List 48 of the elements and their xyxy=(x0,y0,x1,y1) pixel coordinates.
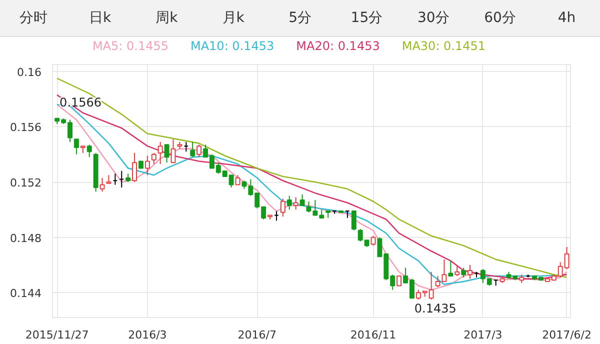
candlestick xyxy=(151,152,156,165)
candlestick xyxy=(448,260,454,277)
text: MA10: 0.1453 xyxy=(190,38,274,55)
candlestick xyxy=(132,152,138,183)
text: 15分 xyxy=(350,9,384,28)
candlestick xyxy=(100,177,105,192)
text: 周k xyxy=(154,9,179,28)
text: 30分 xyxy=(416,9,450,28)
annotation: 0.1566 xyxy=(60,95,102,110)
y-tick-label: 0.152 xyxy=(10,176,42,190)
text: 日k xyxy=(88,9,112,28)
text: MA20: 0.1453 xyxy=(296,38,380,55)
x-tick-label: 2016/7 xyxy=(238,328,276,342)
candlestick xyxy=(351,210,356,231)
text: MA5: 0.1455 xyxy=(92,38,168,55)
candlestick xyxy=(196,144,202,158)
text: 4h xyxy=(556,9,577,28)
annotation: 0.1435 xyxy=(414,302,456,316)
text: 60分 xyxy=(483,9,517,28)
candlestick xyxy=(454,266,460,277)
candlestick xyxy=(286,195,292,210)
candlestick xyxy=(74,138,79,155)
x-tick-label: 2017/3 xyxy=(464,328,502,342)
y-tick-label: 0.144 xyxy=(10,287,42,300)
candlestick xyxy=(164,144,170,164)
candlestick xyxy=(461,267,466,278)
candlestick xyxy=(293,196,298,210)
candlestick xyxy=(158,141,163,165)
candlestick xyxy=(235,174,240,186)
x-tick-label: 2016/3 xyxy=(128,328,167,342)
candlestick xyxy=(190,141,196,158)
y-tick-label: 0.148 xyxy=(10,232,42,245)
x-tick-label: 2015/11/27 xyxy=(25,328,89,342)
x-tick-label: 2016/11 xyxy=(350,328,396,342)
text: MA30: 0.1451 xyxy=(402,38,486,55)
y-tick-label: 0.156 xyxy=(10,121,42,134)
candlestick xyxy=(86,144,92,158)
candlestick xyxy=(280,198,286,218)
y-tick-label: 0.16 xyxy=(17,66,42,79)
text: 月k xyxy=(221,9,246,28)
candlestick xyxy=(396,276,402,286)
candlestick xyxy=(144,155,150,176)
candlestick xyxy=(468,264,473,280)
text: 5分 xyxy=(288,9,312,28)
candlestick xyxy=(170,138,176,164)
candlestick xyxy=(300,194,305,206)
text: 分时 xyxy=(18,9,48,28)
x-tick-label: 2017/6/2 xyxy=(542,328,592,342)
